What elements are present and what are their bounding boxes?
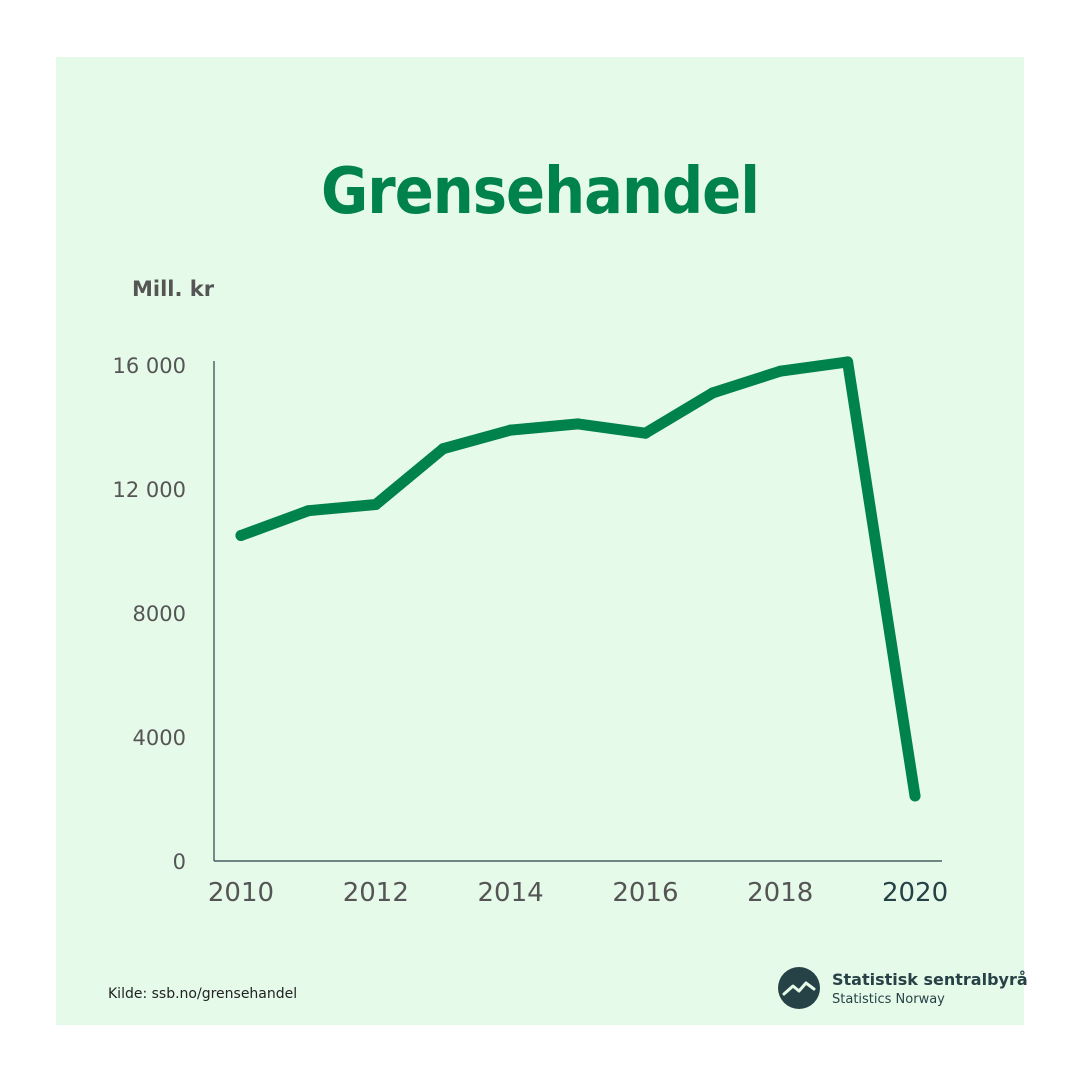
x-tick-label: 2018 [747, 878, 813, 908]
ssb-logo-icon [778, 967, 820, 1009]
x-tick-label: 2016 [612, 878, 678, 908]
data-point [370, 499, 382, 510]
x-ticks: 2010 2012 2014 2016 2018 2020 [208, 878, 948, 908]
data-point [842, 356, 854, 368]
data-point [639, 427, 651, 439]
data-point [235, 530, 247, 541]
y-axis-label: Mill. kr [132, 277, 215, 301]
chart-axes [213, 361, 942, 862]
data-point [302, 505, 314, 517]
x-tick-label: 2012 [343, 878, 409, 908]
y-tick-label: 0 [173, 850, 186, 874]
data-point [505, 424, 517, 436]
x-tick-label: 2014 [478, 878, 544, 908]
data-point [774, 365, 786, 377]
ssb-logo[interactable]: Statistisk sentralbyrå Statistics Norway [778, 967, 1028, 1013]
chart-card: Grensehandel Mill. kr 0 4000 8000 12 000 16 … [56, 57, 1028, 1025]
x-tick-label: 2020 [882, 878, 948, 908]
y-tick-label: 16 000 [113, 354, 186, 378]
y-tick-label: 8000 [133, 602, 186, 626]
data-point [572, 418, 584, 430]
y-ticks: 0 4000 8000 12 000 16 000 [113, 354, 186, 874]
chart-title: Grensehandel [321, 155, 760, 229]
data-point [437, 443, 449, 455]
logo-subtitle: Statistics Norway [832, 992, 945, 1007]
x-tick-label: 2010 [208, 878, 274, 908]
source-note: Kilde: ssb.no/grensehandel [108, 986, 298, 1002]
data-point [707, 387, 719, 399]
y-tick-label: 4000 [133, 726, 186, 750]
logo-name: Statistisk sentralbyrå [832, 970, 1028, 989]
data-point [909, 790, 921, 802]
chart-series [235, 356, 921, 802]
y-tick-label: 12 000 [113, 478, 186, 502]
